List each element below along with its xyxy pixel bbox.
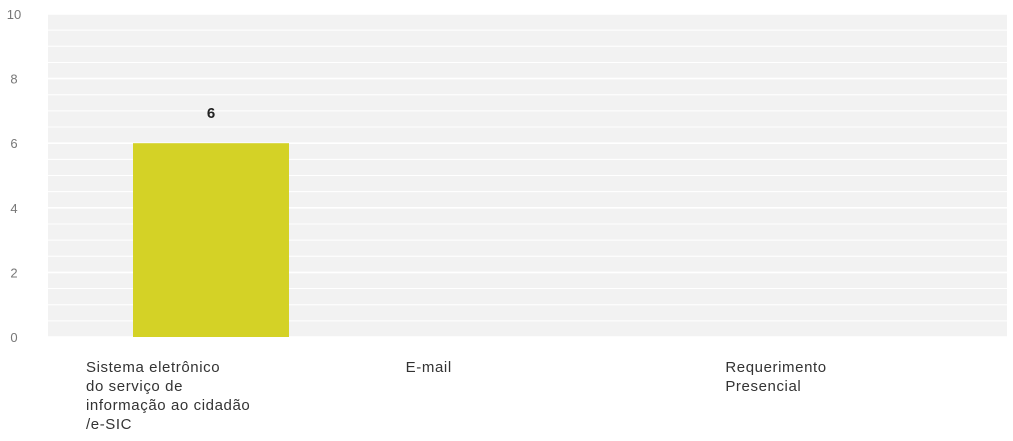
bars <box>133 143 289 337</box>
data-labels: 6 <box>207 105 215 122</box>
bar <box>133 143 289 337</box>
x-category-label-line: Presencial <box>725 378 801 395</box>
bar-value-label: 6 <box>207 105 215 122</box>
x-category-label-line: /e-SIC <box>86 416 132 433</box>
y-tick-label: 0 <box>10 330 17 345</box>
y-tick-label: 2 <box>10 265 17 280</box>
x-axis-categories: Sistema eletrônico do serviço de informaçã… <box>86 359 826 433</box>
x-category-label: E-mail <box>406 359 452 376</box>
x-category-label: Requerimento Presencial <box>725 359 826 395</box>
y-axis-ticks: 0 2 4 6 8 10 <box>7 7 21 345</box>
x-category-label-line: E-mail <box>406 359 452 376</box>
y-tick-label: 6 <box>10 136 17 151</box>
x-category-label-line: Sistema eletrônico <box>86 359 220 376</box>
x-category-label-line: informação ao cidadão <box>86 397 250 414</box>
x-category-label-line: Requerimento <box>725 359 826 376</box>
y-tick-label: 10 <box>7 7 21 22</box>
y-tick-label: 4 <box>10 201 17 216</box>
y-tick-label: 8 <box>10 72 17 87</box>
x-category-label: Sistema eletrônico do serviço de informaçã… <box>86 359 250 433</box>
x-category-label-line: do serviço de <box>86 378 183 395</box>
